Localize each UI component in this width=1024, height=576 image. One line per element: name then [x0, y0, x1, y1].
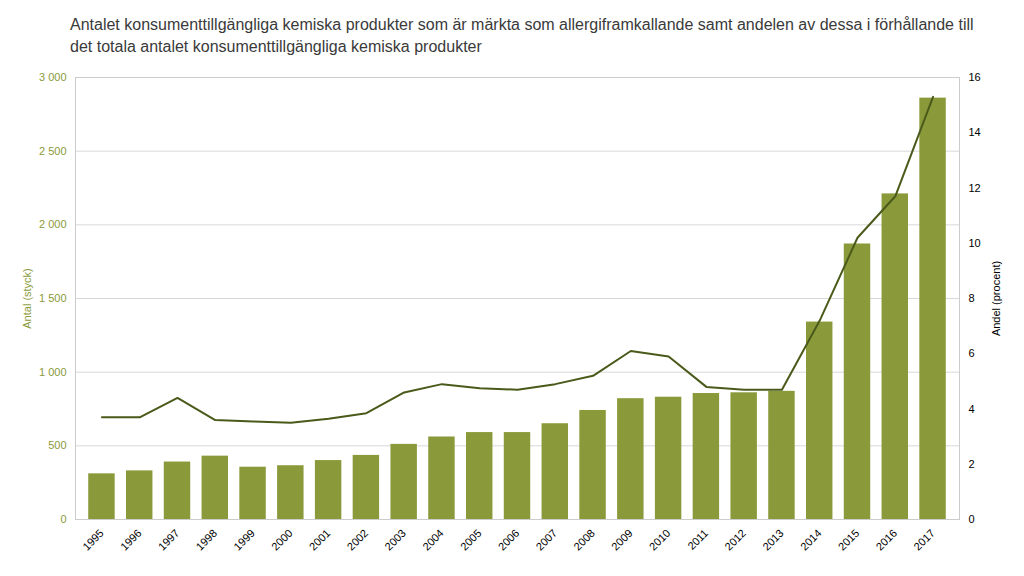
svg-text:500: 500 [48, 440, 66, 452]
svg-text:12: 12 [969, 182, 981, 194]
svg-text:8: 8 [969, 292, 975, 304]
svg-text:14: 14 [969, 126, 981, 138]
svg-text:10: 10 [969, 237, 981, 249]
svg-text:2 500: 2 500 [39, 145, 67, 157]
svg-text:2008: 2008 [571, 527, 597, 553]
svg-text:2014: 2014 [798, 527, 824, 553]
svg-text:0: 0 [60, 513, 66, 525]
svg-text:1999: 1999 [231, 527, 257, 553]
svg-text:0: 0 [969, 513, 975, 525]
svg-text:2009: 2009 [609, 527, 635, 553]
svg-text:2011: 2011 [685, 527, 710, 552]
svg-text:1 000: 1 000 [39, 366, 67, 378]
svg-text:2012: 2012 [722, 527, 748, 553]
svg-text:4: 4 [969, 403, 975, 415]
svg-text:2007: 2007 [533, 527, 559, 553]
svg-text:2017: 2017 [911, 527, 937, 553]
svg-text:2001: 2001 [307, 527, 333, 553]
svg-text:2005: 2005 [458, 527, 484, 553]
svg-text:3 000: 3 000 [39, 71, 67, 83]
html-text:Antalet konsumenttillgängliga: Antalet konsumenttillgängliga kemiska pr… [70, 16, 974, 55]
svg-text:2002: 2002 [344, 527, 370, 553]
svg-text:1 500: 1 500 [39, 292, 67, 304]
svg-text:2003: 2003 [382, 527, 408, 553]
svg-text:Andel (procent): Andel (procent) [990, 261, 1002, 336]
svg-text:2000: 2000 [269, 527, 295, 553]
svg-text:6: 6 [969, 347, 975, 359]
svg-text:2015: 2015 [836, 527, 862, 553]
svg-text:2: 2 [969, 458, 975, 470]
svg-text:Antal (styck): Antal (styck) [21, 268, 33, 329]
svg-text:1998: 1998 [193, 527, 219, 553]
svg-text:1997: 1997 [156, 527, 182, 553]
svg-text:1996: 1996 [118, 527, 144, 553]
svg-text:16: 16 [969, 71, 981, 83]
svg-text:1995: 1995 [80, 527, 106, 553]
svg-text:2 000: 2 000 [39, 219, 67, 231]
svg-text:2010: 2010 [647, 527, 673, 553]
svg-text:2004: 2004 [420, 527, 446, 553]
svg-text:2006: 2006 [496, 527, 522, 553]
svg-text:2016: 2016 [873, 527, 899, 553]
svg-text:2013: 2013 [760, 527, 786, 553]
